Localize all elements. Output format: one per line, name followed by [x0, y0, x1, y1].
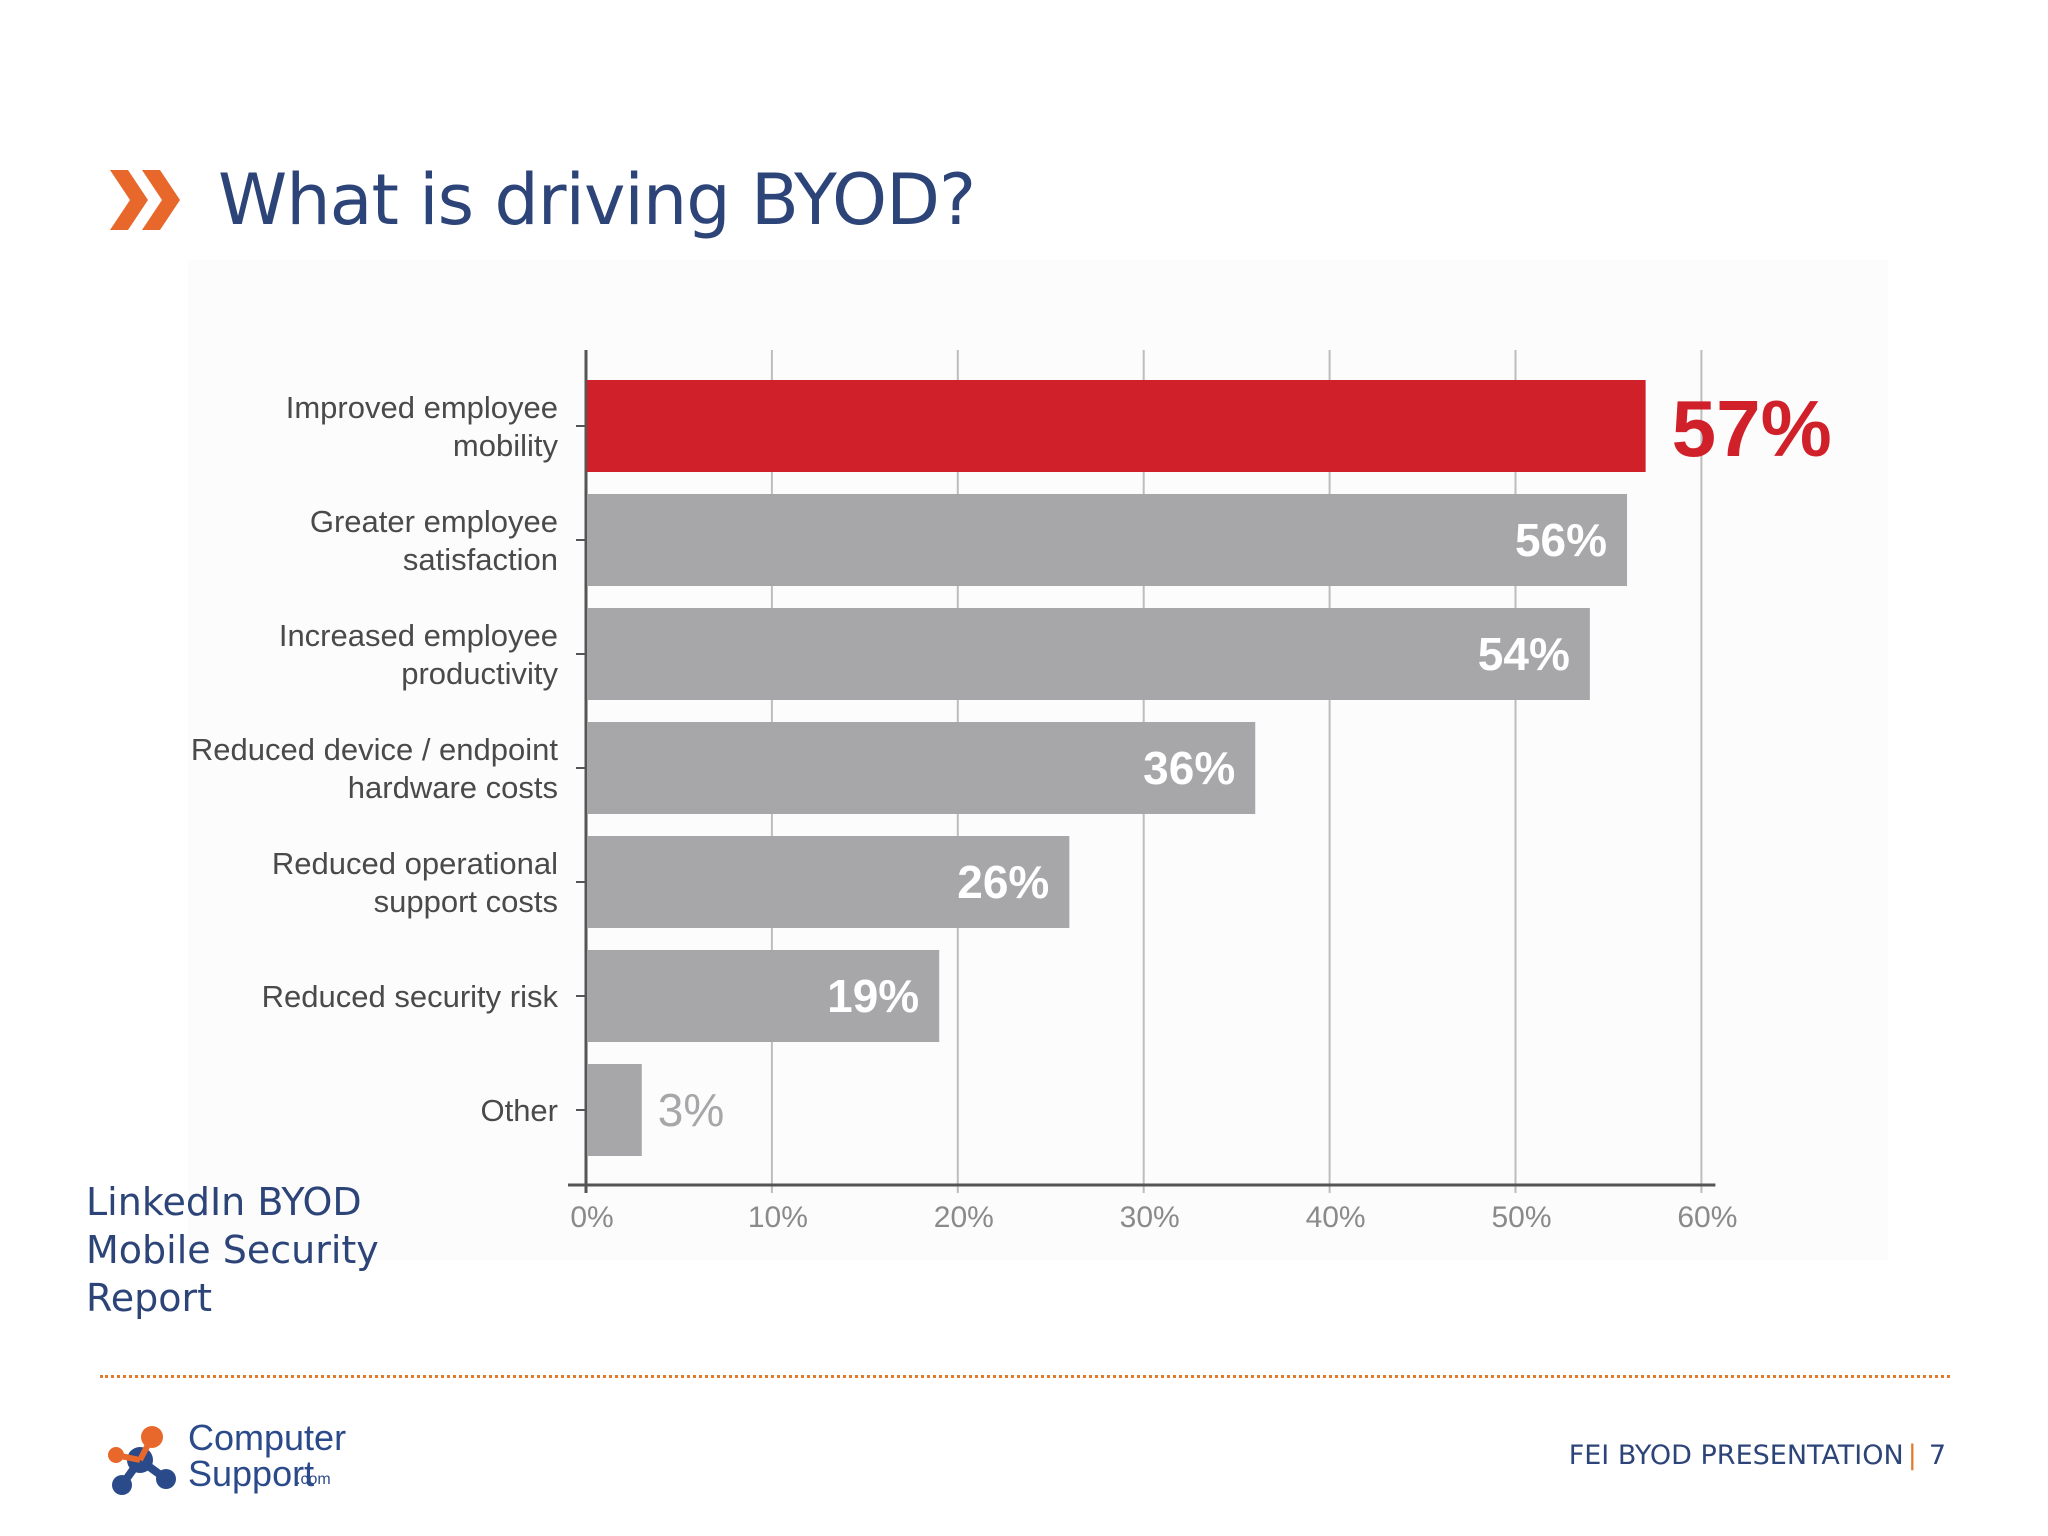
logo-text-support: Support	[188, 1453, 315, 1494]
bar	[587, 1064, 642, 1156]
bar	[587, 380, 1646, 472]
footer-divider	[100, 1375, 1950, 1378]
category-label: productivity	[401, 656, 558, 691]
data-label: 54%	[1478, 628, 1570, 680]
bar-chart: 0% 10% 20% 30% 40% 50% 60% Improved employeemob…	[191, 350, 1832, 1234]
chart-panel: 0% 10% 20% 30% 40% 50% 60% Improved employee mob…	[188, 260, 1888, 1260]
data-label: 26%	[957, 856, 1049, 908]
footer-label: FEI BYOD PRESENTATION	[1568, 1440, 1904, 1471]
x-tick-label: 0%	[570, 1201, 613, 1234]
category-label: satisfaction	[403, 542, 558, 577]
bar	[587, 950, 940, 1042]
bar	[587, 722, 1256, 814]
bar	[587, 494, 1628, 586]
category-label: mobility	[453, 428, 559, 463]
category-label: Other	[480, 1093, 558, 1128]
logo-text-computer: Computer	[188, 1417, 347, 1458]
page-title: What is driving BYOD?	[218, 159, 976, 241]
category-label: Increased employee	[279, 618, 558, 653]
data-label: 19%	[827, 970, 919, 1022]
data-label: 36%	[1143, 742, 1235, 794]
category-label: Reduced operational	[272, 846, 558, 881]
category-label: Reduced security risk	[262, 979, 559, 1014]
x-tick-label: 20%	[934, 1201, 994, 1234]
footer: FEI BYOD PRESENTATION | 7	[1569, 1440, 1946, 1471]
data-label: 56%	[1515, 514, 1607, 566]
category-label: hardware costs	[348, 770, 558, 805]
page-number: 7	[1928, 1440, 1946, 1471]
x-tick-label: 60%	[1677, 1201, 1737, 1234]
bar	[587, 836, 1070, 928]
company-logo: Computer Support .com	[100, 1415, 360, 1505]
bar	[587, 608, 1590, 700]
data-label: 57%	[1672, 384, 1832, 473]
slide-title: What is driving BYOD?	[108, 140, 976, 260]
category-label: support costs	[374, 884, 558, 919]
double-chevron-right-icon	[110, 170, 180, 230]
x-tick-label: 50%	[1491, 1201, 1551, 1234]
x-tick-label: 30%	[1120, 1201, 1180, 1234]
category-label: Improved employee	[286, 390, 558, 425]
source-note: LinkedIn BYOD Mobile Security Report	[86, 1180, 379, 1320]
x-tick-label: 10%	[748, 1201, 808, 1234]
x-tick-label: 40%	[1306, 1201, 1366, 1234]
logo-text-dotcom: .com	[296, 1471, 331, 1488]
data-label: 3%	[658, 1084, 724, 1136]
category-label: Greater employee	[310, 504, 558, 539]
footer-separator: |	[1907, 1440, 1917, 1471]
computersupport-logo-icon	[108, 1426, 176, 1495]
category-label: Reduced device / endpoint	[191, 732, 558, 767]
